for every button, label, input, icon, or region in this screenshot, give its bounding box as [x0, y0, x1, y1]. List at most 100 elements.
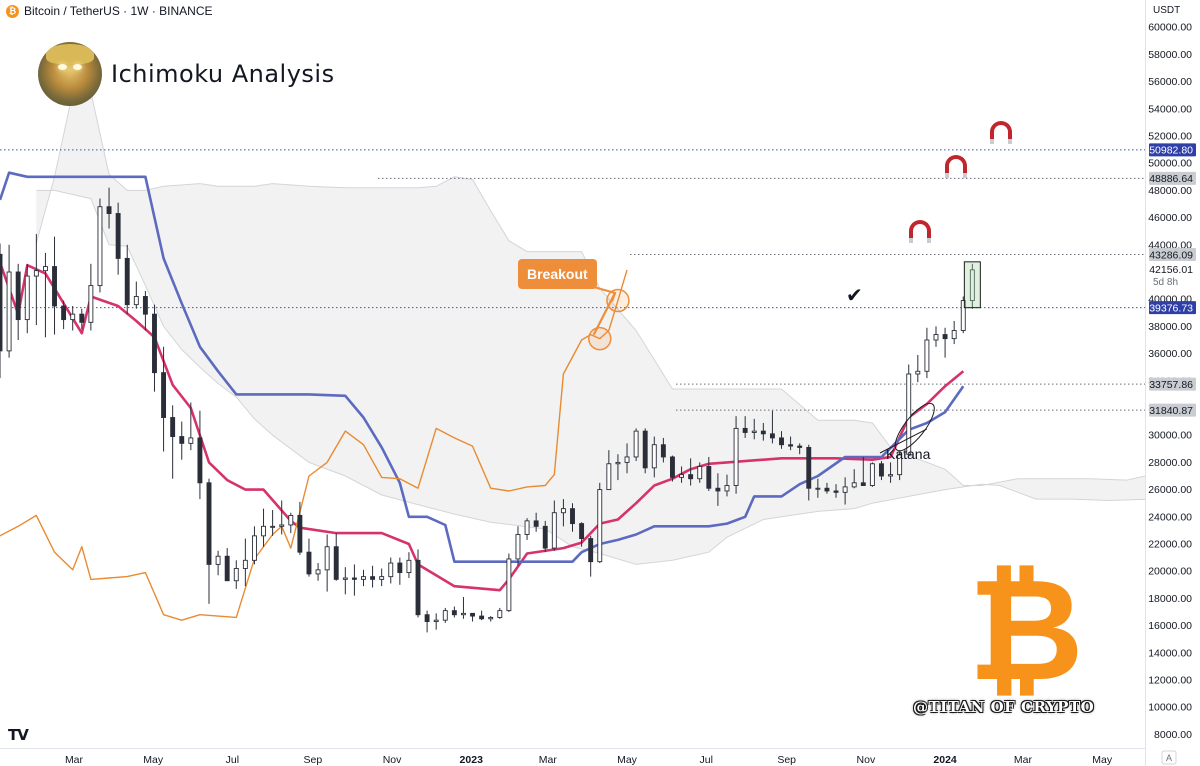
candle[interactable] — [524, 520, 530, 535]
candle[interactable] — [370, 576, 376, 580]
candle[interactable] — [824, 487, 830, 492]
candle[interactable] — [733, 427, 739, 486]
candle[interactable] — [660, 444, 666, 458]
candle[interactable] — [588, 538, 594, 563]
symbol-header[interactable]: ₿ Bitcoin / TetherUS · 1W · BINANCE — [6, 3, 213, 19]
candle[interactable] — [415, 559, 421, 616]
candle[interactable] — [779, 437, 784, 446]
candle[interactable] — [633, 430, 639, 458]
candle[interactable] — [388, 562, 394, 578]
candle[interactable] — [551, 512, 557, 549]
candle[interactable] — [170, 417, 176, 438]
candle[interactable] — [760, 430, 766, 435]
candle[interactable] — [470, 612, 475, 617]
candle[interactable] — [342, 577, 348, 580]
candle[interactable] — [42, 266, 48, 272]
candle[interactable] — [406, 559, 412, 574]
candle[interactable] — [133, 296, 139, 306]
candle[interactable] — [969, 269, 975, 302]
candle[interactable] — [942, 334, 948, 340]
candle[interactable] — [688, 474, 694, 480]
candle[interactable] — [324, 546, 330, 571]
candle[interactable] — [461, 612, 466, 616]
candle[interactable] — [351, 577, 357, 580]
candle[interactable] — [124, 257, 130, 306]
candle[interactable] — [270, 525, 276, 528]
candle[interactable] — [869, 463, 875, 486]
candle[interactable] — [333, 546, 339, 580]
candle[interactable] — [142, 296, 148, 315]
candle[interactable] — [52, 266, 57, 307]
candle[interactable] — [879, 463, 884, 477]
candle[interactable] — [788, 444, 794, 447]
candle[interactable] — [70, 313, 76, 321]
candle[interactable] — [261, 525, 266, 537]
candle[interactable] — [79, 313, 85, 323]
candle[interactable] — [179, 436, 185, 444]
candle[interactable] — [6, 271, 12, 352]
candle[interactable] — [851, 482, 857, 488]
candle[interactable] — [951, 330, 957, 340]
candle[interactable] — [497, 610, 503, 618]
candle[interactable] — [288, 514, 294, 526]
candle[interactable] — [751, 430, 757, 433]
candle[interactable] — [97, 206, 103, 287]
candle[interactable] — [61, 305, 67, 321]
candle[interactable] — [242, 559, 248, 569]
candle[interactable] — [161, 372, 167, 418]
candle[interactable] — [106, 206, 112, 214]
candle[interactable] — [715, 487, 721, 492]
candle[interactable] — [506, 558, 512, 612]
candle[interactable] — [842, 486, 848, 493]
candle[interactable] — [451, 610, 457, 616]
candle[interactable] — [651, 444, 657, 469]
candle[interactable] — [533, 520, 539, 527]
currency-label[interactable]: USDT — [1153, 5, 1180, 16]
candle[interactable] — [924, 339, 930, 372]
auto-scale-button[interactable] — [1161, 750, 1177, 765]
candle[interactable] — [797, 445, 803, 448]
candle[interactable] — [670, 456, 675, 478]
candle[interactable] — [542, 525, 548, 549]
candle[interactable] — [397, 562, 403, 574]
candle[interactable] — [442, 610, 448, 621]
candle[interactable] — [679, 474, 684, 478]
candle[interactable] — [560, 508, 566, 514]
candle[interactable] — [0, 253, 3, 352]
candle[interactable] — [624, 456, 630, 463]
tradingview-logo[interactable]: TV — [8, 726, 29, 744]
candle[interactable] — [279, 524, 285, 527]
candle[interactable] — [906, 373, 912, 455]
candle[interactable] — [297, 514, 303, 553]
candle[interactable] — [915, 370, 921, 375]
candle[interactable] — [597, 489, 603, 563]
candle[interactable] — [33, 270, 39, 277]
candle[interactable] — [306, 551, 312, 575]
candle[interactable] — [24, 275, 30, 321]
candle[interactable] — [806, 446, 812, 489]
candle[interactable] — [606, 463, 612, 491]
candle[interactable] — [361, 576, 366, 580]
candle[interactable] — [88, 285, 94, 323]
candle[interactable] — [479, 615, 485, 620]
candle[interactable] — [833, 490, 839, 493]
candle[interactable] — [224, 555, 230, 582]
candle[interactable] — [724, 485, 730, 492]
candle[interactable] — [188, 437, 194, 444]
candle[interactable] — [706, 466, 712, 489]
candle[interactable] — [251, 535, 257, 561]
candle[interactable] — [197, 437, 203, 484]
candle[interactable] — [860, 482, 866, 486]
candle[interactable] — [579, 523, 585, 540]
candle[interactable] — [769, 433, 775, 439]
candle[interactable] — [888, 474, 894, 477]
candle[interactable] — [424, 614, 430, 622]
candle[interactable] — [615, 461, 621, 465]
candle[interactable] — [897, 453, 903, 476]
candle[interactable] — [697, 466, 703, 480]
candle[interactable] — [315, 569, 321, 575]
candle[interactable] — [488, 616, 494, 620]
candle[interactable] — [570, 508, 575, 525]
candle[interactable] — [233, 568, 239, 582]
